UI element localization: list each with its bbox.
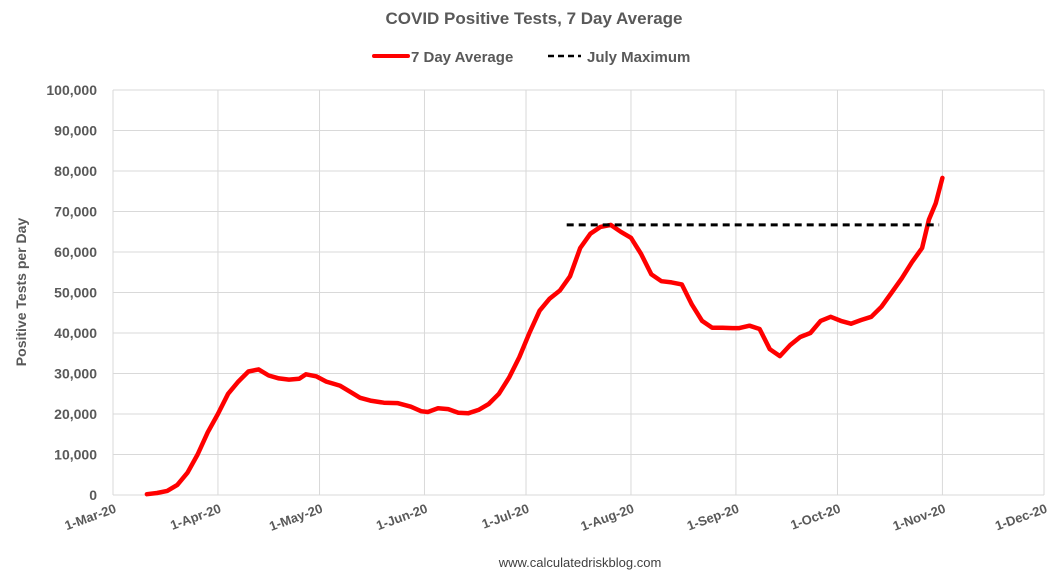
series-line-7-day-average [144, 175, 945, 497]
x-tick-label: 1-Dec-20 [993, 501, 1049, 534]
x-tick-label: 1-Jul-20 [480, 501, 531, 532]
y-tick-label: 60,000 [54, 244, 97, 260]
y-tick-label: 40,000 [54, 325, 97, 341]
x-axis-ticks: 1-Mar-20 1-Apr-20 1-May-20 1-Jun-20 1-Jul-20… [63, 501, 1049, 534]
y-axis-ticks: 0 10,000 20,000 30,000 40,000 50,000 60,000 70,… [46, 82, 97, 503]
x-tick-label: 1-Nov-20 [891, 501, 948, 534]
y-tick-label: 80,000 [54, 163, 97, 179]
series [144, 175, 945, 497]
grid [112, 89, 1045, 496]
y-tick-label: 90,000 [54, 123, 97, 139]
x-tick-label: 1-Mar-20 [63, 501, 118, 533]
legend-label-july-maximum: July Maximum [587, 49, 690, 66]
x-tick-label: 1-Aug-20 [579, 501, 636, 534]
y-axis-title: Positive Tests per Day [13, 218, 29, 367]
legend-label-7-day-average: 7 Day Average [411, 49, 513, 66]
y-tick-label: 30,000 [54, 366, 97, 382]
x-tick-label: 1-May-20 [267, 501, 324, 534]
source-credit: www.calculatedriskblog.com [498, 555, 662, 570]
x-tick-label: 1-Jun-20 [374, 501, 429, 533]
chart-title: COVID Positive Tests, 7 Day Average [386, 9, 683, 28]
y-tick-label: 10,000 [54, 447, 97, 463]
y-tick-label: 50,000 [54, 285, 97, 301]
y-tick-label: 100,000 [46, 82, 97, 98]
y-tick-label: 20,000 [54, 406, 97, 422]
y-tick-label: 70,000 [54, 204, 97, 220]
y-tick-label: 0 [89, 487, 97, 503]
x-tick-label: 1-Sep-20 [685, 501, 741, 534]
legend: 7 Day Average July Maximum [372, 49, 690, 66]
x-tick-label: 1-Oct-20 [788, 501, 842, 533]
x-tick-label: 1-Apr-20 [168, 501, 223, 533]
